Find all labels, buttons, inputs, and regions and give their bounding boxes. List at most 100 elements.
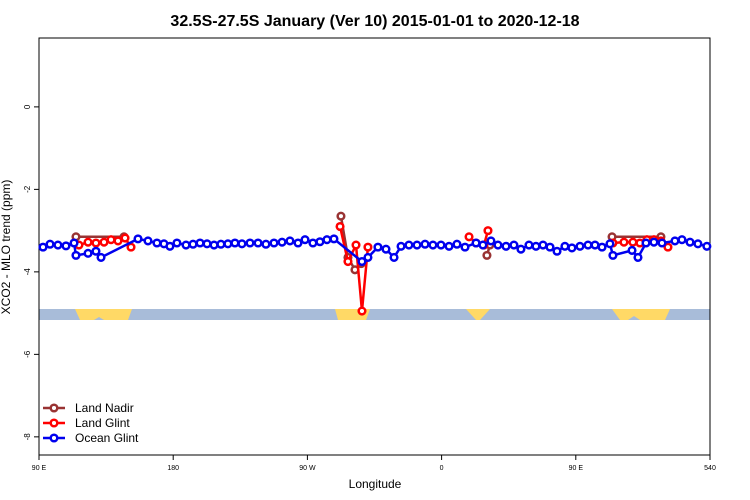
data-point (444, 241, 454, 251)
data-point (237, 239, 247, 249)
data-point (583, 240, 593, 250)
legend-label: Ocean Glint (75, 431, 139, 445)
data-point (45, 239, 55, 249)
data-point (357, 257, 367, 267)
data-point (143, 236, 153, 246)
data-point (538, 240, 548, 250)
data-point (38, 242, 48, 252)
land-patch (466, 309, 490, 320)
data-point (693, 239, 703, 249)
data-point (608, 250, 618, 260)
data-point (71, 250, 81, 260)
data-point (482, 250, 492, 260)
data-point (657, 238, 667, 248)
land-mask (39, 309, 710, 320)
data-point (120, 233, 130, 243)
data-point (363, 252, 373, 262)
data-point (113, 236, 123, 246)
data-point (300, 235, 310, 245)
data-point (322, 235, 332, 245)
data-point (464, 232, 474, 242)
data-point (336, 211, 346, 221)
ocean-band (39, 309, 710, 320)
data-point (223, 239, 233, 249)
data-point (335, 221, 345, 232)
data-point (277, 237, 287, 247)
data-point (605, 239, 615, 249)
data-point (641, 238, 651, 248)
data-point (531, 241, 541, 251)
data-point (452, 239, 462, 249)
data-point (126, 242, 136, 252)
y-tick-label: -6 (23, 350, 32, 358)
data-point (670, 236, 680, 246)
data-point (308, 238, 318, 248)
data-point (677, 235, 687, 245)
data-point (363, 242, 373, 252)
data-point (269, 238, 279, 248)
data-point (329, 234, 339, 244)
data-point (293, 238, 303, 248)
data-point (315, 237, 325, 247)
y-axis-label: XCO2 - MLO trend (ppm) (0, 180, 13, 315)
land-patch (75, 309, 132, 320)
legend-label: Land Nadir (75, 401, 134, 415)
legend-swatch-marker (49, 433, 59, 443)
y-tick-label: -4 (23, 268, 32, 276)
y-tick-label: 0 (23, 104, 32, 109)
data-point (99, 237, 109, 247)
data-point (261, 239, 271, 249)
data-point (628, 237, 638, 247)
data-point (493, 240, 503, 250)
data-point (567, 243, 577, 253)
data-point (702, 241, 712, 251)
data-point (195, 238, 205, 248)
x-tick-label: 90 E (569, 465, 584, 472)
data-point (106, 235, 116, 245)
data-point (428, 240, 438, 250)
y-tick-label: -2 (23, 185, 32, 193)
data-point (545, 242, 555, 252)
data-point (181, 240, 191, 250)
data-point (460, 242, 470, 252)
data-point (373, 242, 383, 252)
data-point (133, 234, 143, 244)
data-point (188, 239, 198, 249)
x-tick-label: 540 (704, 465, 716, 472)
data-point (61, 241, 71, 251)
data-point (96, 252, 106, 262)
land-patch (612, 309, 670, 320)
data-point (627, 245, 637, 255)
data-point (436, 240, 446, 250)
data-point (357, 306, 367, 316)
data-point (486, 236, 496, 246)
data-point (471, 238, 481, 248)
data-point (575, 241, 585, 251)
data-point (560, 241, 570, 251)
data-point (483, 226, 493, 236)
data-point (69, 238, 79, 248)
data-point (404, 240, 414, 250)
x-tick-label: 0 (440, 465, 444, 472)
data-point (597, 242, 607, 252)
data-point (524, 240, 534, 250)
data-point (420, 239, 430, 249)
data-point (91, 238, 101, 248)
data-point (663, 242, 673, 252)
data-point (351, 240, 361, 250)
data-point (396, 241, 406, 251)
data-point (83, 237, 93, 247)
data-point (172, 238, 182, 248)
data-point (633, 252, 643, 262)
legend-label: Land Glint (75, 416, 130, 430)
data-point (478, 240, 488, 250)
data-point (509, 240, 519, 250)
data-point (649, 237, 659, 247)
data-point (202, 239, 212, 249)
data-point (619, 237, 629, 247)
data-point (590, 240, 600, 250)
data-point (285, 236, 295, 246)
data-point (216, 239, 226, 249)
data-point (91, 246, 101, 256)
